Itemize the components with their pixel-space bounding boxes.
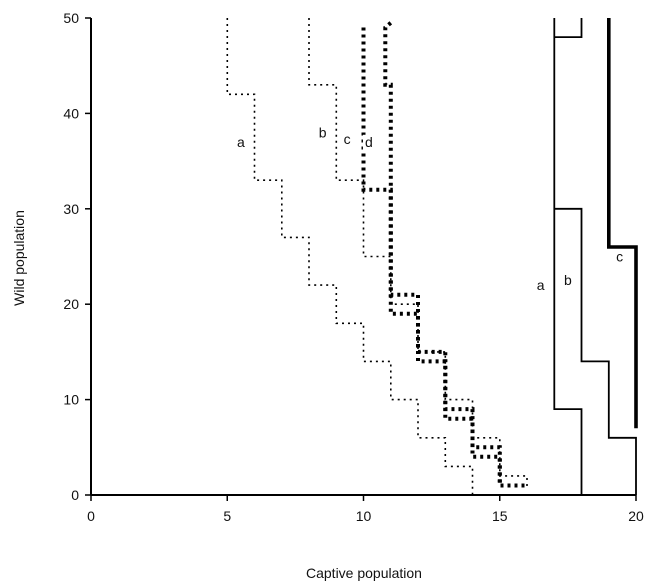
x-axis-title: Captive population — [306, 565, 422, 581]
curve-label-a: a — [237, 134, 245, 150]
series-layer — [226, 18, 638, 495]
series-dotted-heavy-c — [361, 27, 527, 488]
curve-label-bg — [362, 134, 375, 151]
series-solid-b — [554, 207, 637, 495]
curve-label-b: b — [564, 272, 572, 288]
series-dotted-a — [226, 18, 474, 495]
curve-label-bg — [316, 125, 329, 142]
axes: 0 5 10 15 20 0 10 20 30 40 50 — [63, 10, 644, 524]
series-solid-a — [553, 18, 583, 495]
y-tick-label: 40 — [63, 105, 79, 121]
y-tick-label: 30 — [63, 201, 79, 217]
y-tick-label: 50 — [63, 10, 79, 26]
curve-label-bg — [534, 277, 547, 294]
curve-label-c: c — [616, 248, 623, 264]
curve-label-d: d — [365, 134, 373, 150]
curve-labels: ab c da bc — [234, 124, 626, 294]
curve-label-a: a — [537, 277, 545, 293]
series-solid-heavy-c — [607, 18, 638, 429]
x-tick-label: 5 — [223, 508, 231, 524]
x-tick-label: 15 — [492, 508, 508, 524]
curve-label-bg — [561, 273, 574, 290]
y-tick-label: 10 — [63, 392, 79, 408]
curve-label-b: b — [319, 124, 327, 140]
y-tick-label: 0 — [71, 487, 79, 503]
y-axis-title: Wild population — [11, 210, 27, 306]
series-dotted-heavy-d — [383, 21, 502, 486]
y-tick-label: 20 — [63, 296, 79, 312]
curve-label-bg — [341, 131, 354, 148]
x-tick-label: 20 — [628, 508, 644, 524]
x-tick-label: 10 — [356, 508, 372, 524]
curve-label-bg — [613, 249, 626, 266]
x-tick-label: 0 — [87, 508, 95, 524]
curve-label-c: c — [344, 131, 351, 147]
curve-label-bg — [234, 134, 247, 151]
series-solid-a-segment-0 — [554, 18, 583, 38]
